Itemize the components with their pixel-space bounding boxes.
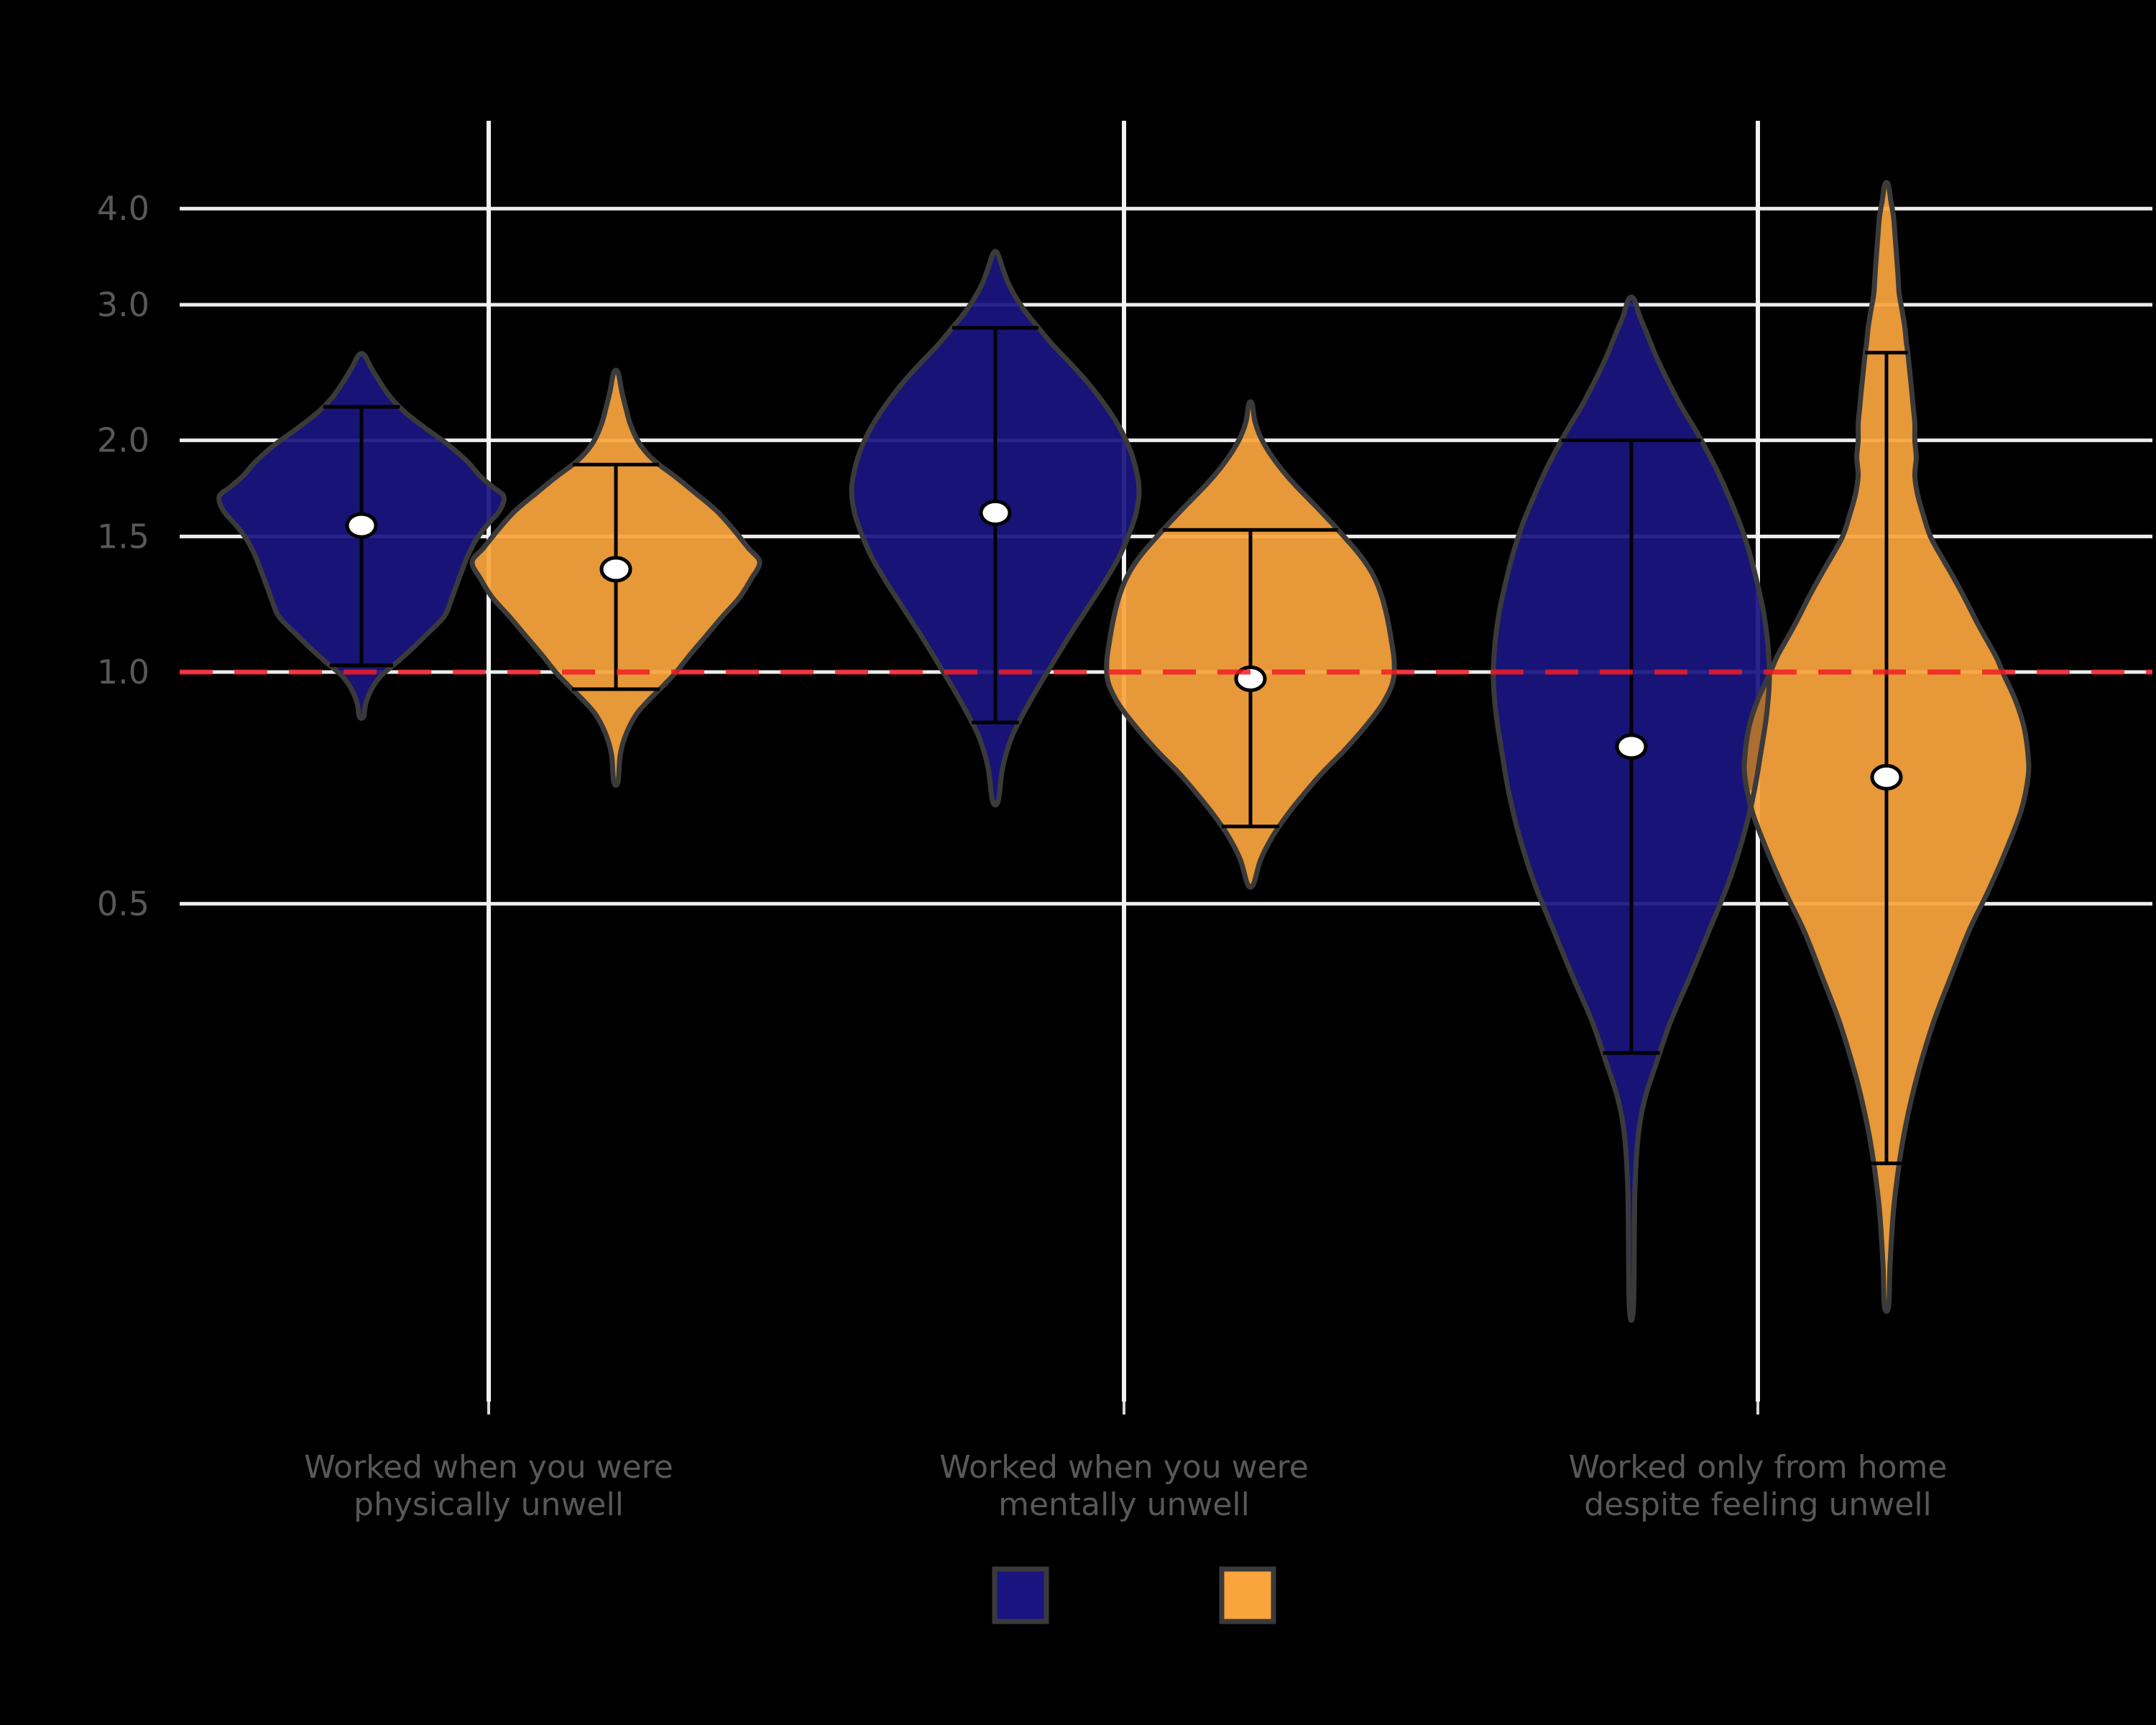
y-tick-label: 2.0 (97, 421, 149, 460)
violin-outline (849, 249, 1142, 808)
category-label-mentally-unwell: Worked when you were (939, 1449, 1309, 1486)
violin-outline (1104, 399, 1397, 890)
category-label-mentally-unwell: mentally unwell (998, 1486, 1250, 1523)
violins (216, 180, 2032, 1323)
y-tick-label: 1.0 (97, 653, 149, 691)
y-tick-label: 0.5 (97, 884, 149, 923)
category-label-home-only: despite feeling unwell (1584, 1486, 1932, 1523)
legend-swatch-group-orange (1219, 1566, 1276, 1624)
category-label-physically-unwell: physically unwell (354, 1486, 624, 1523)
violin-box-stats (571, 462, 660, 691)
category-label-home-only: Worked only from home (1568, 1449, 1947, 1486)
category-label-physically-unwell: Worked when you were (304, 1449, 673, 1486)
y-axis-labels: 4.0 3.0 2.0 1.5 1.0 0.5 (97, 189, 149, 923)
violin-outline (1491, 294, 1772, 1323)
y-tick-label: 4.0 (97, 189, 149, 228)
median-dot (979, 499, 1012, 526)
violin-outline (1741, 180, 2032, 1315)
median-dot (1615, 733, 1648, 760)
violin-box-stats (952, 326, 1038, 724)
legend (992, 1566, 1276, 1624)
median-dot (345, 512, 378, 539)
median-dot (1870, 763, 1903, 791)
violin-box-stats (323, 405, 400, 668)
y-tick-label: 1.5 (97, 517, 149, 556)
violin-outline (216, 351, 507, 721)
violin-overlap-region (1744, 686, 1769, 791)
median-dot (599, 556, 632, 583)
legend-swatch-group-blue (992, 1566, 1049, 1624)
violin-box-stats (1865, 351, 1908, 1166)
y-tick-label: 3.0 (97, 285, 149, 324)
violin-outline (469, 367, 763, 788)
violin-box-stats (1561, 438, 1702, 1055)
